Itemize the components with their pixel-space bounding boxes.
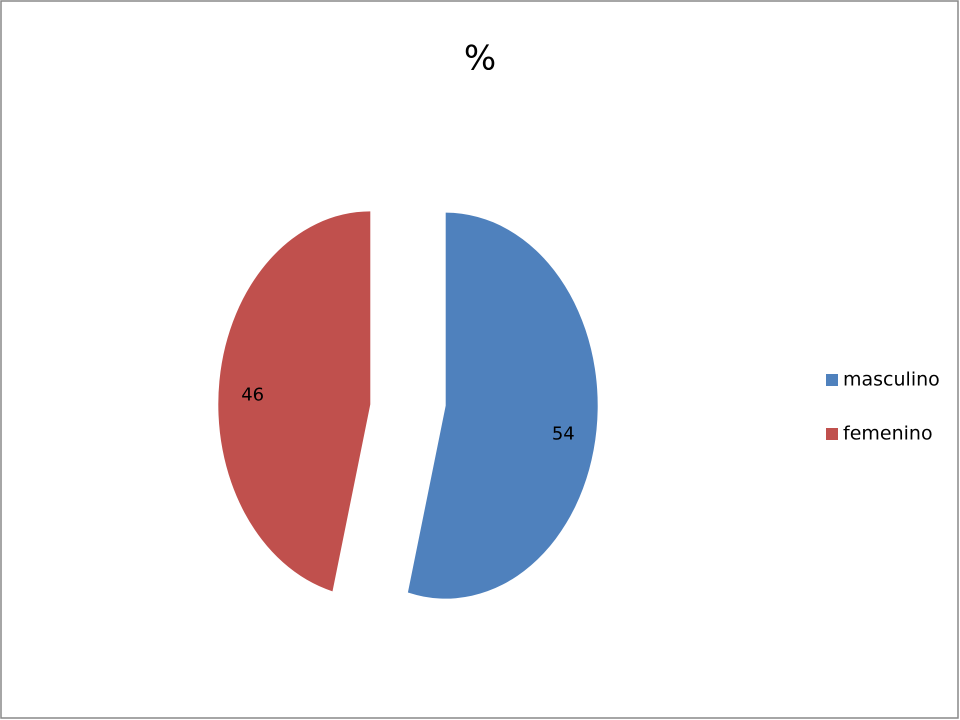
legend-label: masculino — [843, 369, 940, 391]
pie-slice — [407, 212, 598, 599]
legend-label: femenino — [843, 423, 933, 445]
legend-swatch — [826, 428, 838, 440]
chart-title: % — [464, 39, 496, 79]
pie-slice — [218, 211, 371, 592]
legend-swatch — [826, 374, 838, 386]
data-label: 54 — [552, 423, 575, 444]
data-label: 46 — [241, 385, 264, 406]
